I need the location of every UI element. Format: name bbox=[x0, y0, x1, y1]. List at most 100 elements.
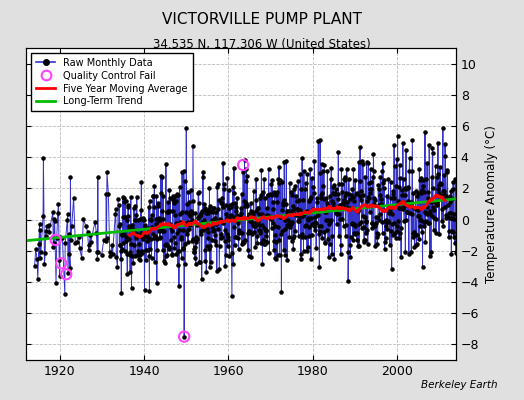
Point bbox=[269, 238, 278, 245]
Point bbox=[346, 254, 354, 260]
Point bbox=[364, 193, 373, 200]
Point bbox=[214, 206, 222, 212]
Point bbox=[339, 202, 347, 209]
Point bbox=[408, 167, 416, 174]
Point bbox=[312, 195, 321, 201]
Point bbox=[138, 232, 147, 239]
Point bbox=[442, 193, 450, 199]
Point bbox=[391, 229, 399, 236]
Point bbox=[440, 172, 448, 178]
Point bbox=[418, 229, 426, 236]
Point bbox=[331, 191, 339, 198]
Point bbox=[94, 173, 102, 180]
Point bbox=[201, 247, 209, 253]
Point bbox=[383, 226, 391, 232]
Point bbox=[379, 179, 387, 186]
Point bbox=[253, 204, 261, 211]
Point bbox=[412, 206, 420, 212]
Point bbox=[127, 241, 135, 247]
Point bbox=[223, 174, 232, 181]
Point bbox=[384, 218, 392, 225]
Point bbox=[370, 195, 378, 201]
Point bbox=[363, 198, 372, 204]
Point bbox=[249, 188, 258, 195]
Point bbox=[217, 200, 225, 206]
Point bbox=[241, 237, 249, 244]
Point bbox=[149, 193, 157, 199]
Point bbox=[188, 216, 196, 223]
Point bbox=[260, 225, 268, 232]
Point bbox=[152, 280, 161, 286]
Point bbox=[428, 212, 436, 219]
Point bbox=[420, 208, 429, 215]
Point bbox=[403, 209, 412, 215]
Point bbox=[243, 173, 252, 180]
Point bbox=[430, 215, 439, 221]
Point bbox=[282, 222, 291, 228]
Point bbox=[296, 207, 304, 214]
Point bbox=[196, 213, 204, 220]
Point bbox=[143, 228, 151, 235]
Point bbox=[344, 206, 352, 212]
Point bbox=[62, 271, 70, 278]
Point bbox=[417, 175, 425, 181]
Point bbox=[141, 224, 149, 230]
Point bbox=[329, 184, 337, 190]
Point bbox=[223, 231, 231, 237]
Point bbox=[394, 198, 402, 205]
Point bbox=[168, 252, 177, 258]
Point bbox=[179, 245, 187, 251]
Point bbox=[171, 220, 180, 226]
Point bbox=[444, 210, 453, 216]
Point bbox=[351, 176, 359, 183]
Point bbox=[347, 204, 355, 211]
Point bbox=[258, 210, 266, 217]
Point bbox=[352, 191, 360, 197]
Point bbox=[374, 214, 382, 220]
Point bbox=[177, 236, 185, 242]
Point bbox=[196, 212, 204, 218]
Point bbox=[417, 217, 425, 223]
Point bbox=[406, 155, 414, 161]
Point bbox=[370, 201, 379, 207]
Point bbox=[172, 251, 181, 257]
Point bbox=[323, 168, 332, 174]
Point bbox=[214, 197, 223, 204]
Point bbox=[421, 128, 429, 135]
Point bbox=[410, 229, 418, 235]
Point bbox=[333, 211, 342, 217]
Point bbox=[251, 220, 259, 226]
Point bbox=[404, 185, 412, 192]
Point bbox=[289, 206, 298, 213]
Point bbox=[157, 190, 165, 197]
Point bbox=[357, 188, 365, 194]
Point bbox=[424, 219, 433, 226]
Point bbox=[342, 232, 350, 239]
Point bbox=[303, 171, 312, 177]
Point bbox=[339, 200, 347, 206]
Point bbox=[359, 236, 368, 243]
Point bbox=[440, 191, 448, 197]
Point bbox=[387, 266, 396, 272]
Point bbox=[341, 192, 350, 199]
Point bbox=[127, 193, 135, 200]
Point bbox=[225, 187, 233, 193]
Point bbox=[325, 240, 334, 247]
Point bbox=[424, 220, 432, 226]
Point bbox=[305, 233, 313, 239]
Point bbox=[301, 223, 309, 229]
Point bbox=[247, 218, 256, 225]
Point bbox=[413, 213, 422, 219]
Point bbox=[41, 250, 49, 256]
Point bbox=[133, 231, 141, 238]
Point bbox=[155, 215, 163, 221]
Point bbox=[161, 252, 170, 259]
Point bbox=[387, 195, 395, 202]
Point bbox=[237, 210, 246, 216]
Point bbox=[138, 250, 146, 256]
Point bbox=[167, 225, 176, 231]
Point bbox=[352, 237, 361, 243]
Point bbox=[229, 260, 237, 267]
Point bbox=[74, 234, 83, 240]
Point bbox=[399, 140, 407, 146]
